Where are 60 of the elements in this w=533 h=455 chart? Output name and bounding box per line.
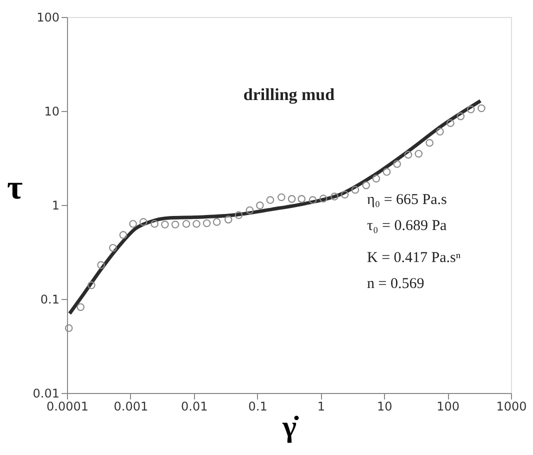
point (308, 196, 317, 204)
point (372, 174, 380, 182)
point (478, 104, 486, 112)
point (436, 128, 444, 136)
point (139, 218, 148, 226)
point (192, 220, 200, 228)
point (171, 220, 180, 228)
point (109, 244, 117, 252)
y-tick-label: 0.1 (40, 292, 60, 306)
x-tick-label: 0.01 (181, 400, 208, 414)
point (351, 186, 360, 194)
point (150, 220, 158, 228)
point (266, 196, 274, 204)
point (426, 138, 434, 147)
x-tick-label: 10 (377, 400, 392, 414)
y-tick-label: 100 (36, 10, 60, 24)
point (256, 202, 264, 210)
x-tick-label: 1000 (496, 400, 527, 414)
point (278, 193, 286, 202)
point (382, 168, 391, 176)
x-tick-label: 0.0001 (46, 400, 88, 414)
point (288, 195, 296, 203)
y-axis-title: τ (6, 170, 23, 206)
point (446, 119, 454, 128)
point (212, 218, 221, 226)
point (129, 220, 137, 228)
annotation: τ₀ = 0.689 Pa (367, 218, 448, 234)
annotation: η₀ = 665 Pa.s (367, 192, 448, 208)
point (393, 160, 401, 168)
x-tick-label: 100 (436, 400, 460, 414)
annotation: n = 0.569 (367, 276, 424, 292)
point (340, 190, 349, 198)
point (119, 231, 128, 239)
point (161, 220, 169, 228)
x-tick-label: 1 (317, 400, 326, 414)
x-tick-label: 0.001 (114, 400, 148, 414)
point (88, 281, 96, 290)
point (234, 211, 243, 220)
point (224, 216, 232, 224)
point (298, 195, 306, 203)
point (202, 219, 211, 228)
point (330, 192, 338, 200)
annotation: drilling mud (243, 85, 336, 104)
y-tick-label: 1 (52, 198, 60, 212)
point (319, 194, 328, 202)
annotation: K = 0.417 Pa.sⁿ (367, 250, 461, 266)
point (76, 303, 85, 311)
point (182, 220, 190, 228)
y-tick-label: 0.01 (32, 386, 60, 400)
point (404, 150, 412, 159)
x-tick-label: 0.1 (248, 400, 268, 414)
point (456, 112, 465, 120)
point (246, 206, 254, 214)
x-axis-title: γ̇ (281, 410, 300, 444)
point (97, 261, 105, 269)
point (466, 106, 475, 114)
point (362, 181, 370, 190)
y-tick-label: 10 (44, 104, 60, 118)
point (414, 150, 423, 158)
point (64, 324, 73, 332)
